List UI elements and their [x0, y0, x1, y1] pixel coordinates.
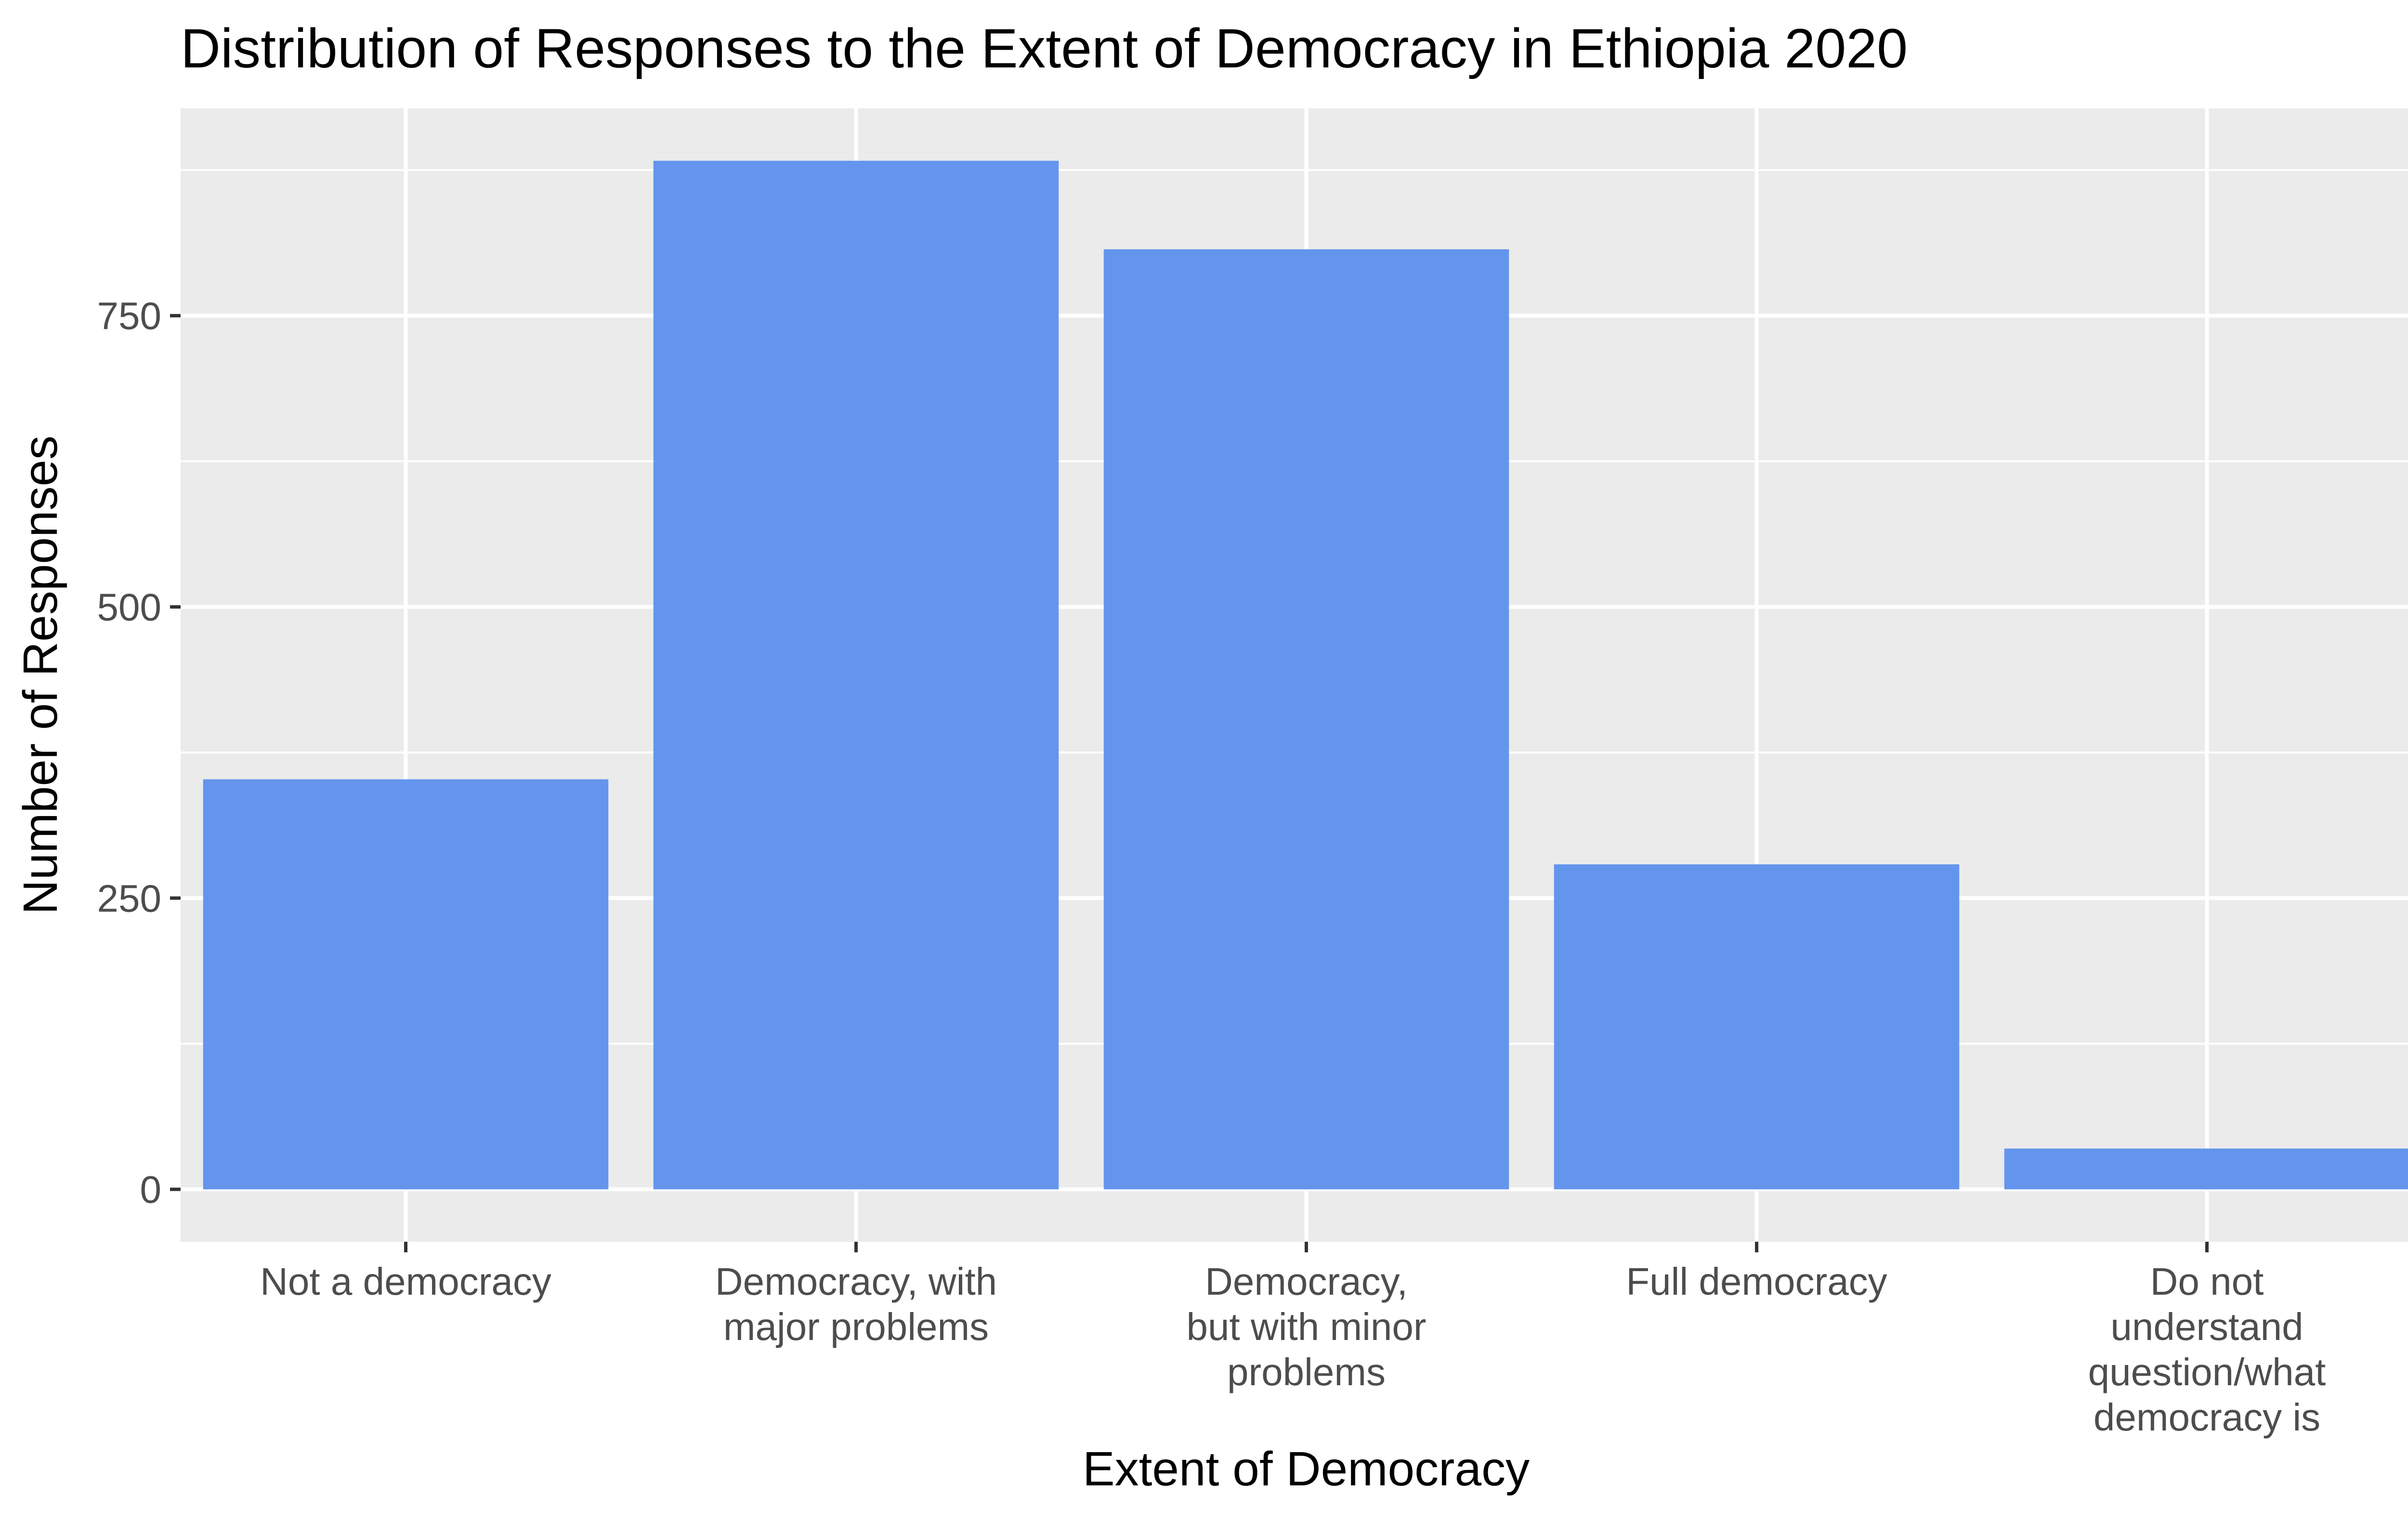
x-tick-label: Democracy, with major problems: [715, 1260, 997, 1348]
x-tick-label: Democracy, but with minor problems: [1187, 1260, 1426, 1393]
bar: [653, 160, 1059, 1190]
bar: [203, 779, 609, 1190]
y-tick-label: 250: [97, 877, 161, 920]
y-tick-label: 500: [97, 585, 161, 628]
y-axis-title: Number of Responses: [13, 436, 67, 915]
y-tick-label: 750: [97, 295, 161, 338]
bar: [1103, 249, 1509, 1190]
bar: [2004, 1148, 2408, 1190]
x-tick-label: Full democracy: [1626, 1260, 1887, 1303]
x-tick-label: Do not understand question/what democracy i…: [2088, 1260, 2326, 1439]
chart-title: Distribution of Responses to the Extent …: [181, 18, 1908, 79]
bar: [1554, 864, 1960, 1190]
bars: [203, 160, 2408, 1190]
x-axis: Not a democracy Democracy, with major prob…: [260, 1242, 2326, 1439]
x-tick-label: Not a democracy: [260, 1260, 551, 1303]
y-axis: 0 250 500 750: [97, 295, 181, 1211]
x-axis-title: Extent of Democracy: [1083, 1442, 1530, 1496]
y-tick-label: 0: [140, 1168, 162, 1211]
